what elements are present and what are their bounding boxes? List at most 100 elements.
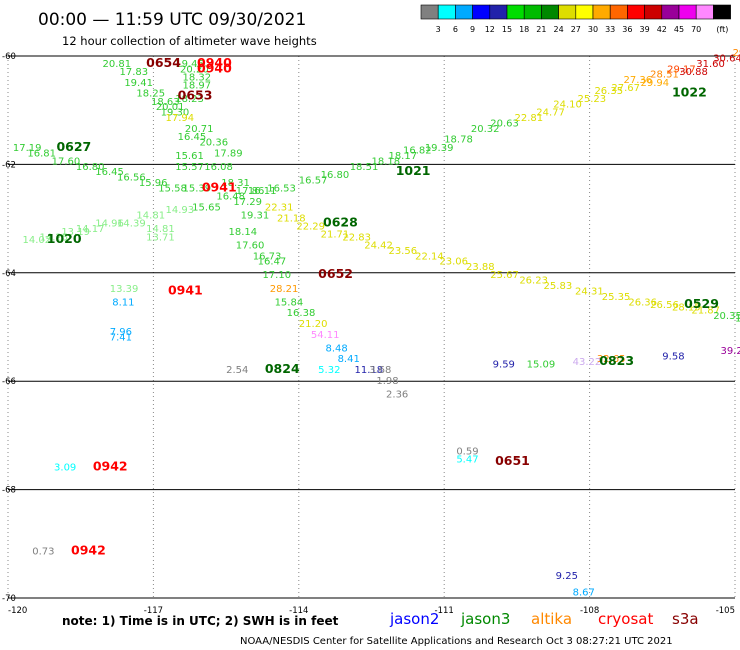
wave-height-value: 22.83 — [342, 232, 371, 243]
wave-height-value: 25.67 — [490, 270, 519, 281]
wave-height-value: 28.51 — [650, 70, 679, 81]
wave-height-value: 15.39 — [182, 184, 211, 195]
legend-item-jason2: jason2 — [389, 610, 439, 628]
wave-height-value: 15.57 — [175, 162, 204, 173]
wave-height-value: 7.96 — [110, 327, 132, 338]
legend-item-s3a: s3a — [672, 610, 699, 628]
x-tick-label: -114 — [289, 606, 308, 616]
wave-height-value: 1.98 — [376, 376, 398, 387]
wave-height-value: 14.81 — [146, 224, 175, 235]
wave-height-value: 19.46 — [175, 59, 204, 70]
color-scale-label: 70 — [691, 25, 701, 34]
pass-time-label: 0824 — [265, 361, 300, 376]
chart-title: 00:00 — 11:59 UTC 09/30/2021 — [38, 10, 306, 30]
color-scale-swatch — [437, 4, 456, 20]
y-tick-label: -66 — [2, 377, 16, 387]
wave-height-value: 18.18 — [372, 156, 401, 167]
wave-height-value: 24.42 — [364, 240, 393, 251]
wave-height-value: 26.35 — [594, 86, 623, 97]
pass-time-label: 0529 — [684, 296, 719, 311]
color-scale-swatch — [661, 4, 680, 20]
wave-height-value: 13.39 — [110, 284, 139, 295]
wave-height-value: 16.45 — [178, 132, 207, 143]
wave-height-value: 20.35 — [713, 311, 740, 322]
wave-height-value: 27.36 — [624, 75, 653, 86]
pass-time-label: 1021 — [396, 163, 431, 178]
wave-height-value: 31.60 — [696, 59, 725, 70]
wave-height-value: 17.89 — [214, 148, 243, 159]
color-scale-label: 12 — [485, 25, 495, 34]
wave-height-value: 14.25 — [40, 232, 69, 243]
wave-height-value: 0.73 — [32, 547, 54, 558]
wave-height-value: 16.57 — [299, 175, 328, 186]
wave-height-value: 14.81 — [136, 211, 165, 222]
color-scale-label: 9 — [470, 25, 475, 34]
wave-height-value: 23.06 — [439, 257, 468, 268]
color-scale-swatch — [678, 4, 697, 20]
wave-height-value: 29.17 — [667, 64, 696, 75]
wave-height-value: 11.18 — [355, 365, 384, 376]
wave-height-value: 25.35 — [602, 292, 631, 303]
wave-height-value: 17.19 — [13, 143, 42, 154]
wave-height-value: 0.59 — [456, 446, 478, 457]
color-scale-swatch — [695, 4, 714, 20]
color-scale-label: 18 — [519, 25, 529, 34]
wave-height-value: 13.71 — [146, 232, 175, 243]
wave-height-value: 29.35 — [733, 48, 740, 59]
wave-height-value: 22.81 — [514, 113, 543, 124]
wave-height-value: 14.96 — [95, 219, 124, 230]
wave-height-value: 17.29 — [233, 197, 262, 208]
wave-height-value: 19.30 — [161, 108, 190, 119]
wave-height-value: 14.17 — [76, 224, 105, 235]
wave-height-value: 43.22 — [573, 357, 602, 368]
wave-height-value: 26.36 — [628, 297, 657, 308]
pass-time-label: 0941 — [168, 282, 203, 297]
wave-height-value: 18.32 — [182, 72, 211, 83]
color-scale-label: 39 — [640, 25, 650, 34]
wave-height-value: 19.31 — [241, 211, 270, 222]
wave-height-value: 21.71 — [321, 230, 350, 241]
wave-height-value: 15.09 — [527, 360, 556, 371]
wave-height-value: 16.80 — [76, 162, 105, 173]
wave-height-value: 19.39 — [425, 143, 454, 154]
wave-height-value: 20.01 — [156, 102, 185, 113]
color-scale-bar: 3 6 9 12 15 18 21 24 27 30 33 36 39 42 45 70 (ft) — [420, 4, 731, 34]
color-scale-swatch — [644, 4, 663, 20]
pass-time-label: 1020 — [47, 231, 82, 246]
color-scale-swatch — [592, 4, 611, 20]
wave-height-value: 21.87 — [691, 305, 720, 316]
pass-time-label: 0654 — [146, 55, 181, 70]
color-scale-label: 24 — [554, 25, 564, 34]
wave-height-value: 32.65 — [597, 354, 626, 365]
color-scale-unit: (ft) — [716, 25, 728, 34]
wave-height-value: 30.88 — [679, 67, 708, 78]
color-scale-swatch — [506, 4, 525, 20]
wave-height-value: 20.81 — [103, 59, 132, 70]
wave-height-value: 26.56 — [650, 300, 679, 311]
wave-height-value: 2.54 — [226, 365, 248, 376]
wave-height-value: 30.64 — [713, 53, 740, 64]
wave-height-value: 22.14 — [415, 251, 444, 262]
x-tick-label: -120 — [8, 606, 27, 616]
wave-height-value: 18.92 — [735, 314, 740, 325]
x-tick-label: -111 — [435, 606, 454, 616]
wave-height-value: 16.73 — [253, 251, 282, 262]
wave-height-value: 18.17 — [388, 151, 417, 162]
wave-height-value: 20.32 — [471, 124, 500, 135]
wave-height-value: 13.19 — [61, 227, 90, 238]
wave-height-value: 28.21 — [270, 284, 299, 295]
wave-height-value: 17.83 — [119, 67, 148, 78]
wave-height-value: 18.63 — [151, 97, 180, 108]
wave-height-value: 39.29 — [720, 346, 740, 357]
wave-height-value: 16.81 — [27, 148, 56, 159]
wave-height-value: 24.10 — [553, 99, 582, 110]
wave-height-value: 5.47 — [456, 455, 478, 466]
wave-height-value: 23.56 — [388, 246, 417, 257]
wave-height-value: 22.31 — [265, 202, 294, 213]
wave-height-value: 9.25 — [556, 571, 578, 582]
color-scale-swatch — [627, 4, 645, 20]
legend-item-cryosat: cryosat — [598, 610, 653, 628]
wave-height-value: 27.67 — [611, 83, 640, 94]
wave-height-value: 24.77 — [536, 108, 565, 119]
